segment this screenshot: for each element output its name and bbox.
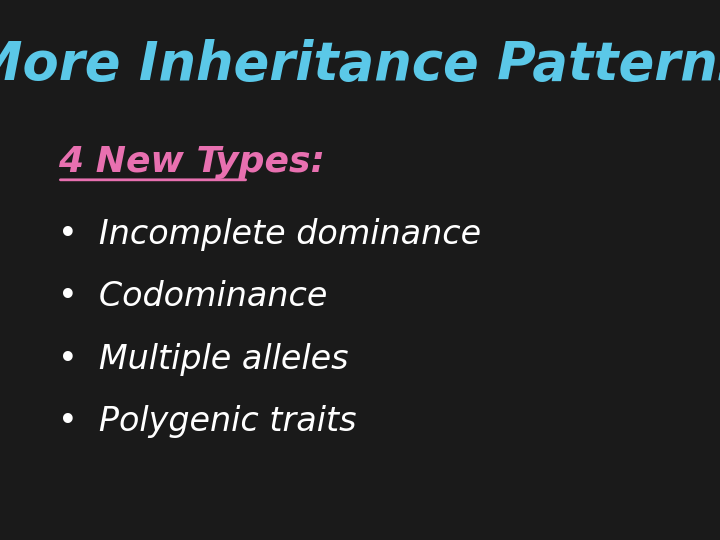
Text: More Inheritance Patterns: More Inheritance Patterns [0,39,720,91]
Text: •  Incomplete dominance: • Incomplete dominance [58,218,481,252]
Text: •  Codominance: • Codominance [58,280,327,314]
Text: •  Polygenic traits: • Polygenic traits [58,404,356,438]
Text: •  Multiple alleles: • Multiple alleles [58,342,348,376]
Text: 4 New Types:: 4 New Types: [58,145,325,179]
